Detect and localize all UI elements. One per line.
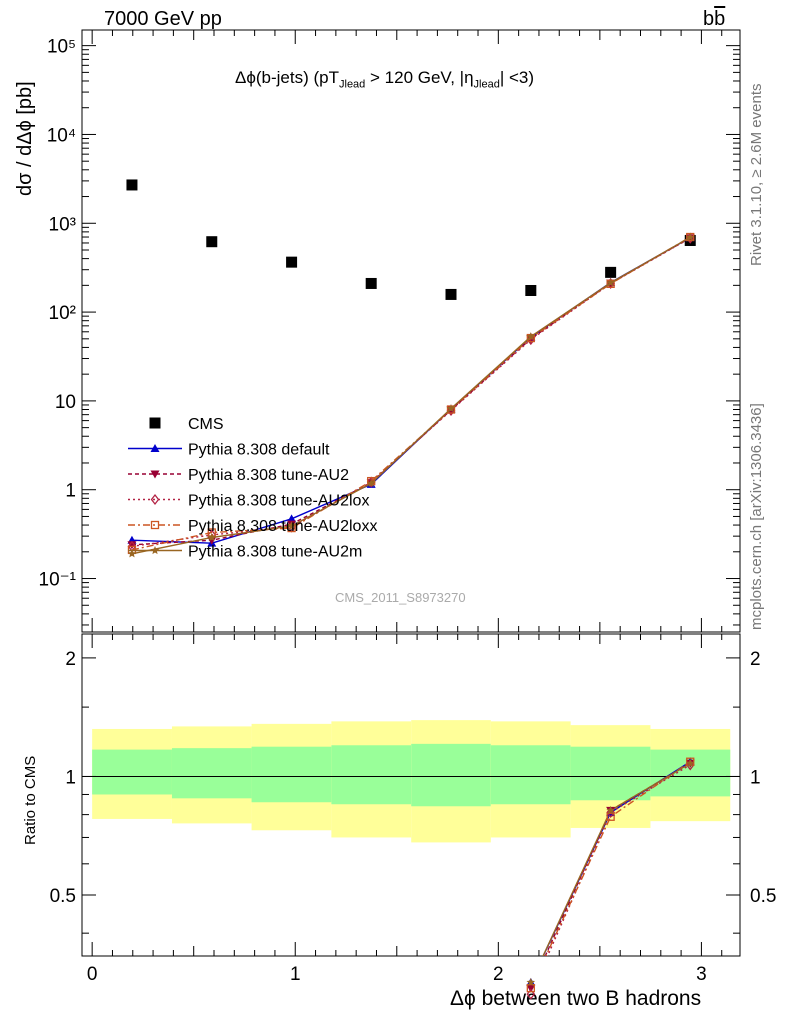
x-axis-label: Δϕ between two B hadrons [450, 987, 702, 1010]
ratio-plot-frame [81, 633, 741, 957]
band-inner-bin [171, 748, 252, 799]
band-inner-bin [650, 749, 731, 797]
series-0-point [445, 288, 457, 300]
legend-label: Pythia 8.308 tune-AU2loxx [188, 518, 377, 535]
series-0-point [525, 284, 537, 296]
legend-label: Pythia 8.308 tune-AU2m [188, 544, 362, 561]
band-inner-bin [92, 749, 172, 795]
series-1-point [287, 514, 297, 523]
x-tick-label: 2 [493, 964, 504, 985]
legend-marker [150, 493, 160, 506]
y-tick-label: 1 [65, 481, 76, 502]
ratio-y-tick-label-right: 0.5 [750, 886, 776, 907]
ratio-series-3-line [545, 761, 691, 956]
plot-title: Δϕ(b-jets) (pTJlead > 120 GeV, |ηJlead| … [235, 68, 535, 91]
series-5-point [207, 533, 217, 542]
series-0-point [605, 266, 617, 278]
legend-marker [150, 470, 160, 479]
series-5-point [686, 232, 695, 241]
series-5-point [446, 404, 456, 413]
ratio-series-3-point [606, 812, 615, 821]
series-5-point [287, 521, 296, 530]
watermark-label: CMS_2011_S8973270 [335, 590, 466, 605]
series-2-point [127, 541, 137, 550]
header-right: bb [703, 8, 725, 31]
legend-label: CMS [188, 416, 224, 433]
ratio-series-2-line [546, 764, 691, 956]
ratio-y-tick-label-left: 1 [65, 767, 76, 788]
y-tick-label: 10⁵ [47, 37, 76, 58]
ratio-y-tick-label-left: 0.5 [50, 886, 76, 907]
band-inner-bin [411, 743, 491, 807]
series-5-point [127, 549, 137, 558]
band-inner-bin [490, 745, 571, 805]
legend-label: Pythia 8.308 tune-AU2lox [188, 493, 369, 510]
series-5-point [606, 278, 615, 287]
series-5-line [131, 236, 691, 555]
band-inner-bin [331, 745, 412, 805]
ratio-series-2-point [606, 806, 615, 819]
legend-marker [149, 417, 161, 429]
header-right-bar: b [714, 8, 726, 30]
legend-marker [150, 546, 160, 555]
y-tick-label: 10⁴ [47, 125, 76, 146]
y-tick-label: 10 [55, 392, 76, 413]
series-5-point [526, 332, 536, 341]
legend-marker [150, 520, 160, 530]
ratio-series-2-point [526, 988, 536, 1000]
x-tick-label: 3 [696, 964, 707, 985]
series-3-point [446, 404, 456, 417]
ratio-series-4-point [526, 977, 536, 986]
series-0-point [365, 277, 377, 289]
ratio-series-4-point [686, 758, 695, 767]
header-left: 7000 GeV pp [104, 8, 222, 30]
series-4-line [131, 236, 691, 551]
ratio-y-tick-label-right: 2 [750, 649, 761, 670]
series-0-point [126, 179, 138, 191]
y-tick-label: 10² [49, 303, 76, 324]
x-tick-label: 0 [87, 964, 98, 985]
x-tick-label: 1 [290, 964, 301, 985]
legend-marker [150, 444, 160, 452]
series-0-point [206, 236, 218, 248]
ratio-series-1-line [544, 762, 691, 956]
series-0-point [286, 256, 298, 268]
legend-label: Pythia 8.308 tune-AU2 [188, 467, 349, 484]
band-inner-bin [570, 746, 651, 801]
ratio-y-tick-label-right: 1 [750, 767, 761, 788]
main-plot-frame [81, 29, 741, 633]
series-5-point [366, 478, 376, 487]
ratio-series-3-point [526, 984, 535, 993]
series-2-point [207, 536, 217, 545]
legend-label: Pythia 8.308 default [188, 442, 330, 459]
ratio-series-4-point [606, 805, 615, 814]
y-tick-label: 10⁻¹ [39, 570, 77, 591]
band-inner-bin [251, 746, 332, 803]
y-tick-label: 10³ [49, 214, 76, 235]
ratio-y-tick-label-left: 2 [65, 649, 76, 670]
header-right-main: b [703, 8, 715, 30]
